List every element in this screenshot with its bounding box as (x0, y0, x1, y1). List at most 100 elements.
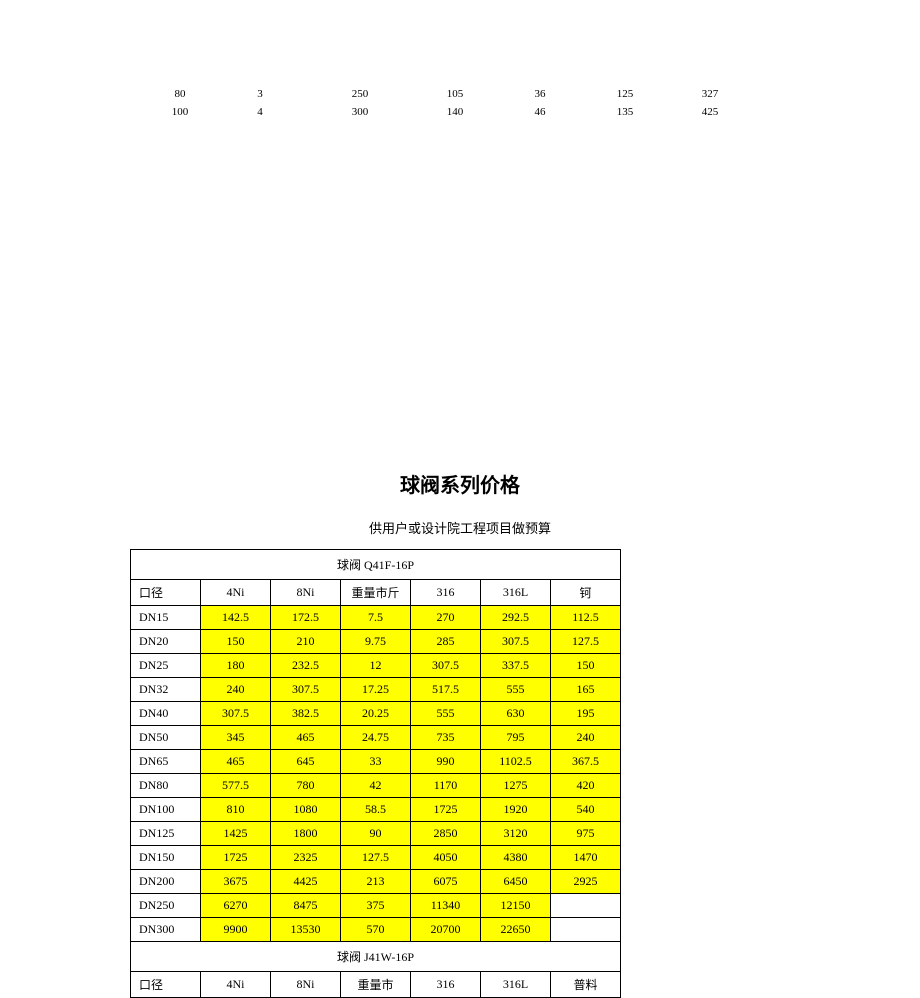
table-row: 口径4Ni8Ni重量市316316L普料 (131, 972, 621, 998)
cell: 425 (670, 103, 750, 121)
cell: 12150 (481, 894, 551, 918)
cell: 127.5 (341, 846, 411, 870)
cell: 90 (341, 822, 411, 846)
cell: 975 (551, 822, 621, 846)
cell: DN80 (131, 774, 201, 798)
cell: 4380 (481, 846, 551, 870)
cell: 2925 (551, 870, 621, 894)
cell: 213 (341, 870, 411, 894)
cell: DN50 (131, 726, 201, 750)
table-row: DN250627084753751134012150 (131, 894, 621, 918)
cell: DN40 (131, 702, 201, 726)
cell: 375 (341, 894, 411, 918)
cell: 140 (410, 103, 500, 121)
cell: 125 (580, 85, 670, 103)
cell: 口径 (131, 972, 201, 998)
cell: DN200 (131, 870, 201, 894)
cell: DN100 (131, 798, 201, 822)
table-row: 100 4 300 140 46 135 425 (150, 103, 920, 121)
cell: 172.5 (271, 606, 341, 630)
cell: 3120 (481, 822, 551, 846)
table-row: DN80577.57804211701275420 (131, 774, 621, 798)
cell: 735 (411, 726, 481, 750)
table-row: DN65465645339901102.5367.5 (131, 750, 621, 774)
cell: 300 (310, 103, 410, 121)
cell: 4Ni (201, 972, 271, 998)
cell: 517.5 (411, 678, 481, 702)
cell: 1725 (411, 798, 481, 822)
cell: 13530 (271, 918, 341, 942)
cell: 112.5 (551, 606, 621, 630)
cell: 1725 (201, 846, 271, 870)
cell (551, 894, 621, 918)
cell: 46 (500, 103, 580, 121)
cell: 36 (500, 85, 580, 103)
cell: 42 (341, 774, 411, 798)
cell: 6075 (411, 870, 481, 894)
cell: 7.5 (341, 606, 411, 630)
cell: 重量市斤 (341, 580, 411, 606)
cell: 307.5 (201, 702, 271, 726)
cell: DN65 (131, 750, 201, 774)
cell: 4050 (411, 846, 481, 870)
table-row: DN40307.5382.520.25555630195 (131, 702, 621, 726)
table-row: 球阀 Q41F-16P (131, 550, 621, 580)
cell: 577.5 (201, 774, 271, 798)
cell: 8Ni (271, 580, 341, 606)
cell (551, 918, 621, 942)
table-row: DN15017252325127.5405043801470 (131, 846, 621, 870)
cell: 11340 (411, 894, 481, 918)
cell: 3675 (201, 870, 271, 894)
cell: 100 (150, 103, 210, 121)
cell: 重量市 (341, 972, 411, 998)
cell: 165 (551, 678, 621, 702)
cell: 142.5 (201, 606, 271, 630)
cell: DN20 (131, 630, 201, 654)
cell: 1102.5 (481, 750, 551, 774)
cell: 570 (341, 918, 411, 942)
cell: 钶 (551, 580, 621, 606)
cell: 2325 (271, 846, 341, 870)
cell: 6270 (201, 894, 271, 918)
cell: 780 (271, 774, 341, 798)
cell: 17.25 (341, 678, 411, 702)
cell: 292.5 (481, 606, 551, 630)
cell: 135 (580, 103, 670, 121)
table-row: DN201502109.75285307.5127.5 (131, 630, 621, 654)
price-table: 球阀 Q41F-16P口径4Ni8Ni重量市斤316316L钶DN15142.5… (130, 549, 621, 998)
cell: 307.5 (481, 630, 551, 654)
cell: 4Ni (201, 580, 271, 606)
table-row: DN5034546524.75735795240 (131, 726, 621, 750)
cell: DN25 (131, 654, 201, 678)
cell: 232.5 (271, 654, 341, 678)
table-row: DN15142.5172.57.5270292.5112.5 (131, 606, 621, 630)
table-row: DN100810108058.517251920540 (131, 798, 621, 822)
cell: DN300 (131, 918, 201, 942)
cell: 285 (411, 630, 481, 654)
cell: 4425 (271, 870, 341, 894)
cell: 8475 (271, 894, 341, 918)
cell: DN250 (131, 894, 201, 918)
cell: 795 (481, 726, 551, 750)
cell: 316L (481, 972, 551, 998)
cell: 270 (411, 606, 481, 630)
cell: DN150 (131, 846, 201, 870)
cell: 555 (411, 702, 481, 726)
cell: 420 (551, 774, 621, 798)
cell: 3 (210, 85, 310, 103)
cell: 球阀 Q41F-16P (131, 550, 621, 580)
cell: 20.25 (341, 702, 411, 726)
cell: 645 (271, 750, 341, 774)
cell: 307.5 (411, 654, 481, 678)
cell: 337.5 (481, 654, 551, 678)
cell: 1800 (271, 822, 341, 846)
cell: 127.5 (551, 630, 621, 654)
cell: 367.5 (551, 750, 621, 774)
cell: 540 (551, 798, 621, 822)
table-row: 口径4Ni8Ni重量市斤316316L钶 (131, 580, 621, 606)
cell: 1470 (551, 846, 621, 870)
cell: 9.75 (341, 630, 411, 654)
cell: 2850 (411, 822, 481, 846)
cell: 150 (201, 630, 271, 654)
cell: 327 (670, 85, 750, 103)
